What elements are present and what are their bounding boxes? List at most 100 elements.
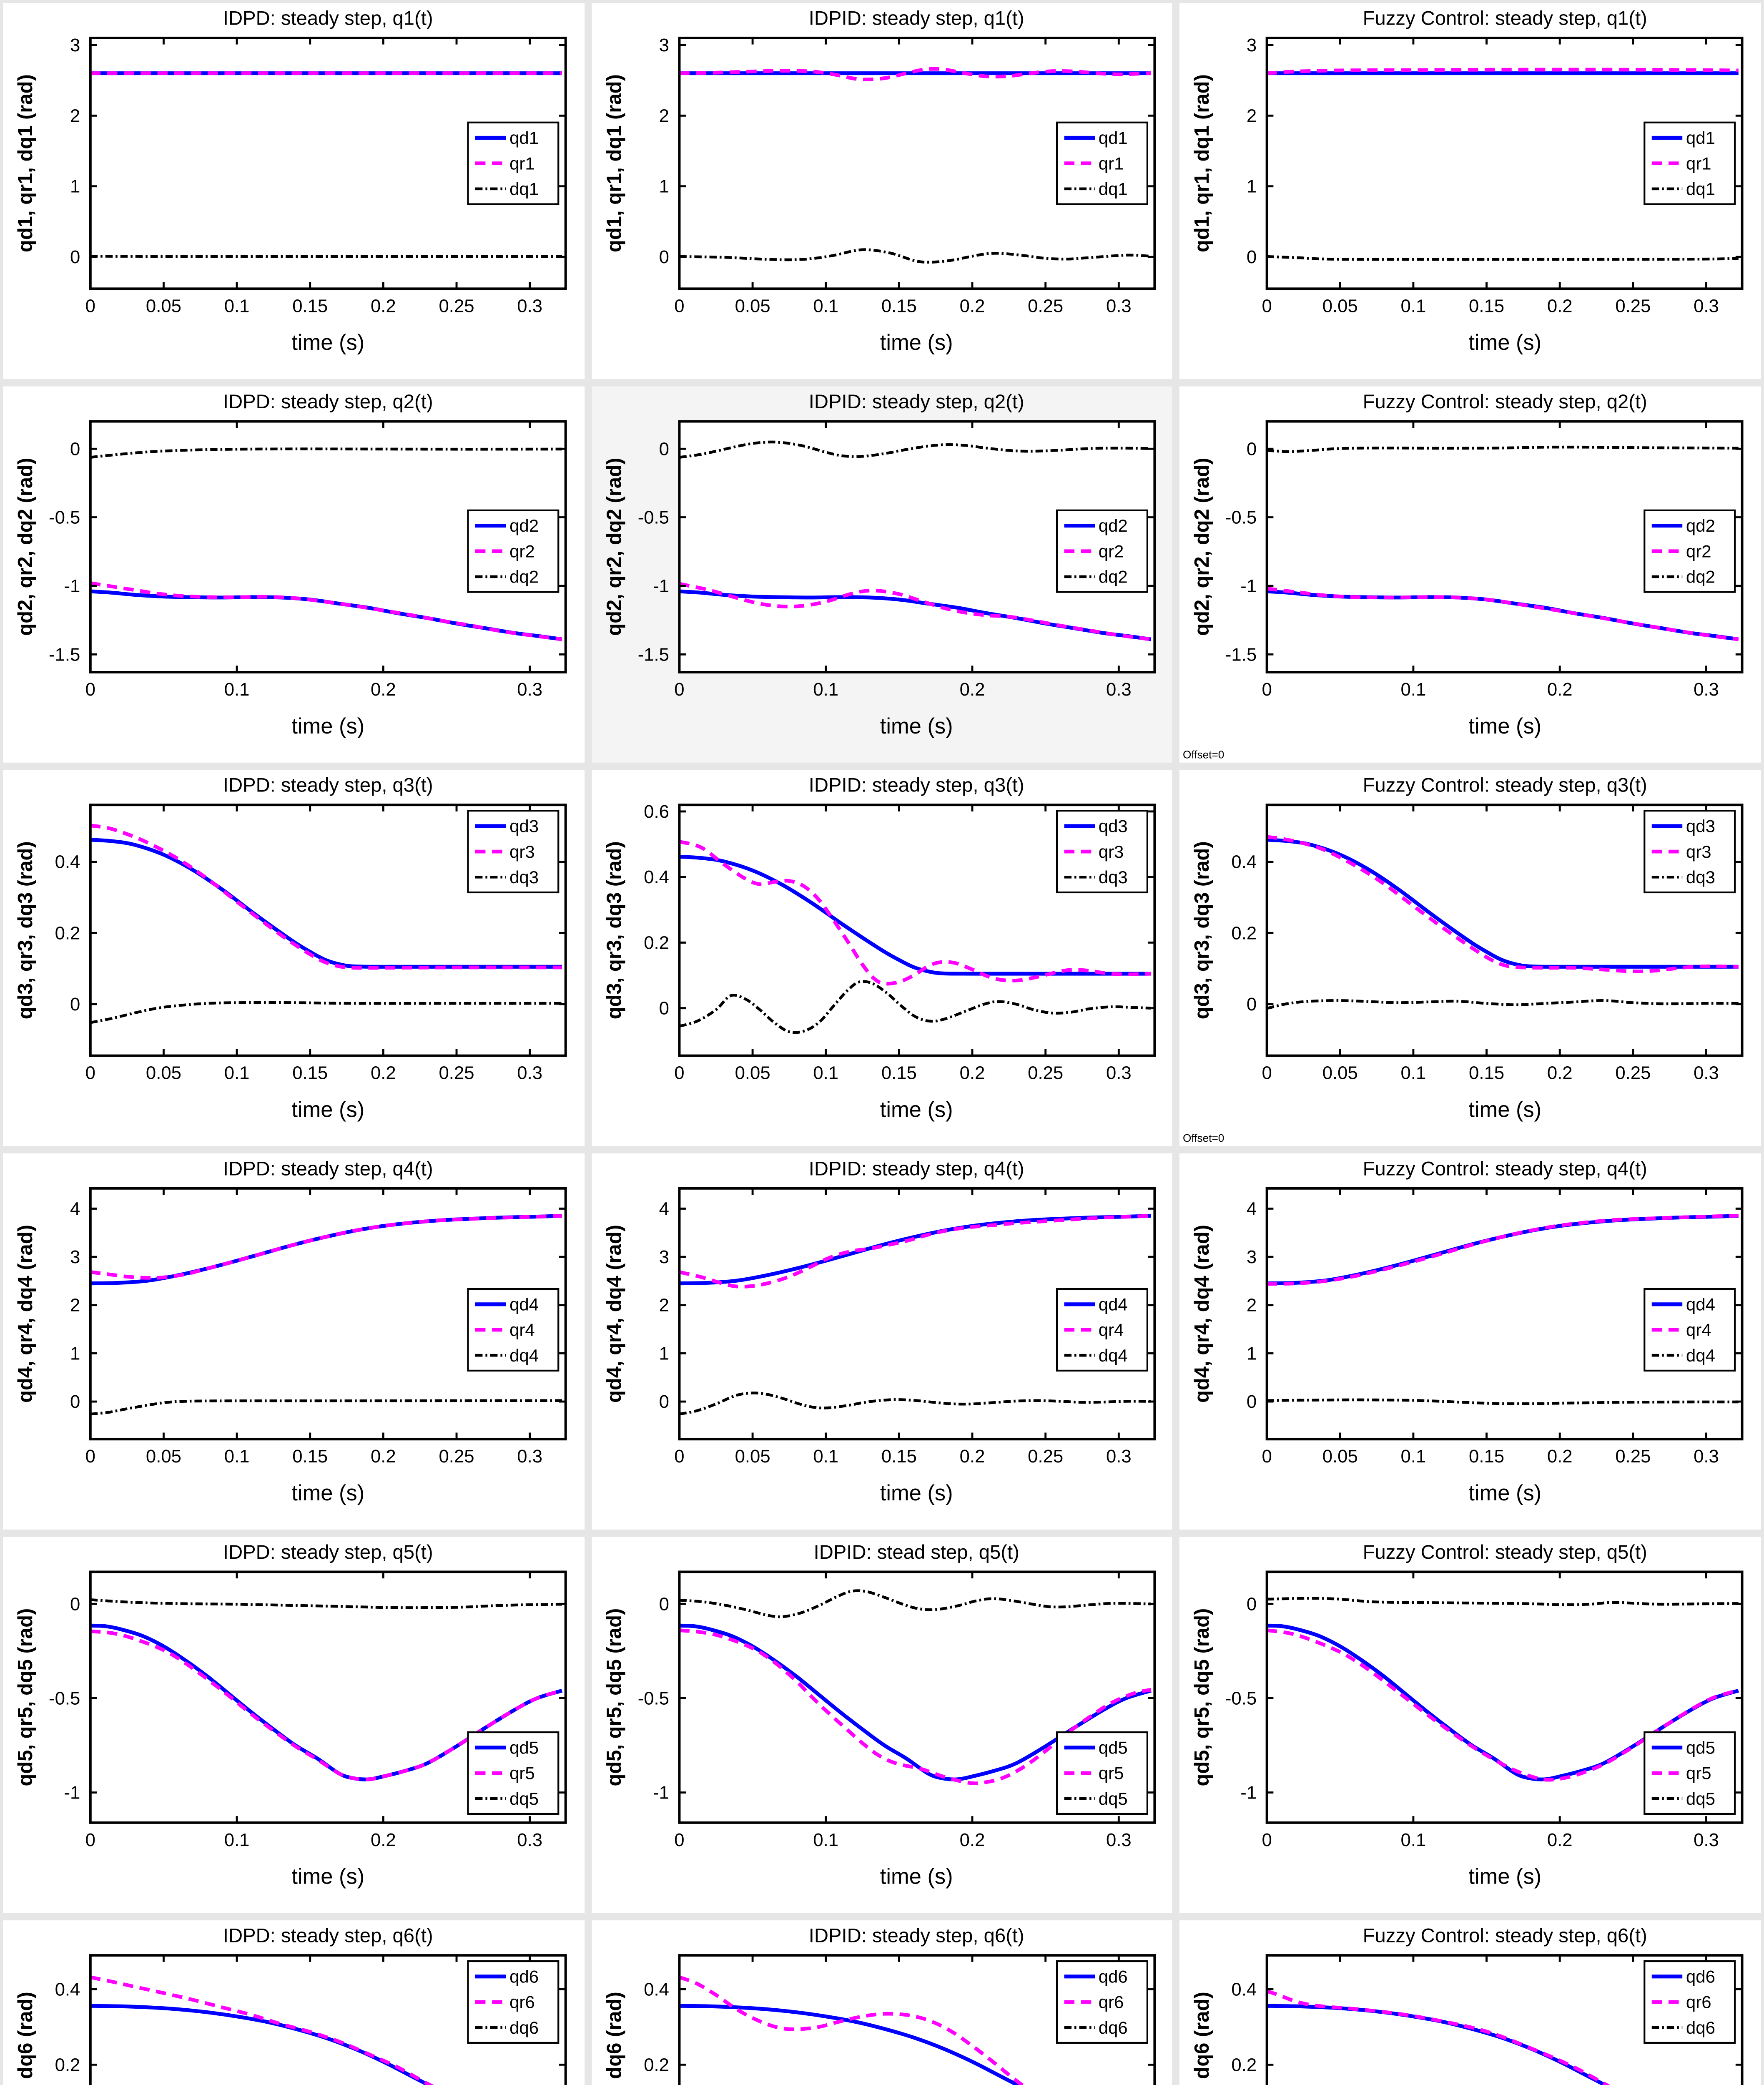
series-group — [90, 71, 562, 258]
x-tick-label: 0.25 — [439, 1446, 474, 1467]
qr2-line — [90, 581, 562, 641]
y-tick-label: 0.2 — [55, 2055, 80, 2075]
qr3-line — [1267, 835, 1739, 973]
series-group — [679, 839, 1151, 1034]
y-tick-label: 0 — [1247, 1594, 1257, 1614]
series-group — [1267, 68, 1739, 261]
plot-canvas: 0 0.05 0.1 0.15 0.2 0.25 0.3 0 0.2 0.4 0.6 qd3 qr3 dq… — [643, 801, 1156, 1083]
y-axis-label: qd4, qr4, dq4 (rad) — [601, 1225, 625, 1403]
qr4-line — [679, 1214, 1151, 1289]
plot-panel-idpid-q5: 0 0.1 0.2 0.3 0 -0.5 -1 qd5 qr5 dq5 IDPID: stead … — [591, 1537, 1173, 1913]
dq2-line — [90, 447, 562, 459]
y-tick-label: 0.4 — [55, 1979, 80, 2000]
x-tick-label: 0.2 — [1548, 1830, 1573, 1850]
y-axis-label: qd5, qr5, dq5 (rad) — [601, 1608, 625, 1786]
x-tick-label: 0.1 — [813, 1446, 838, 1467]
legend-label: qd3 — [1686, 816, 1716, 836]
plot-panel-idpid-q2: 0 0.1 0.2 0.3 0 -0.5 -1 -1.5 qd2 qr2 dq2 IDPID: st… — [591, 386, 1173, 763]
series-group — [679, 1975, 1025, 2085]
x-tick-label: 0.25 — [1616, 1446, 1651, 1467]
x-tick-label: 0 — [674, 679, 684, 700]
y-tick-label: 2 — [658, 106, 668, 126]
y-tick-label: 1 — [658, 176, 668, 197]
legend-label: qr5 — [1686, 1763, 1712, 1783]
plot-panel-fuzzy-q2: 0 0.1 0.2 0.3 0 -0.5 -1 -1.5 qd2 qr2 dq2 Fuzzy Con… — [1179, 386, 1761, 763]
plot-panel-idpd-q5: 0 0.1 0.2 0.3 0 -0.5 -1 qd5 qr5 dq5 IDPD: steady … — [3, 1537, 584, 1913]
legend-label: dq2 — [1098, 567, 1127, 587]
x-axis-label: time (s) — [1468, 1865, 1542, 1890]
x-axis-label: time (s) — [880, 1098, 953, 1123]
axes-box — [1266, 804, 1744, 1057]
x-tick-label: 0 — [85, 296, 95, 316]
legend-label: dq4 — [509, 1346, 539, 1365]
x-tick-label: 0.1 — [224, 1446, 250, 1467]
x-axis-label: time (s) — [880, 1481, 953, 1507]
legend-label: qr5 — [1098, 1763, 1124, 1783]
y-tick-label: -0.5 — [49, 1688, 80, 1708]
qr6-line — [679, 1975, 1025, 2085]
plot-title: IDPID: steady step, q3(t) — [808, 774, 1024, 796]
y-tick-label: -1 — [64, 1783, 80, 1803]
legend: qd4 qr4 dq4 — [467, 1288, 560, 1372]
y-tick-label: -1.5 — [637, 644, 669, 665]
y-tick-label: 2 — [658, 1295, 668, 1316]
x-tick-label: 0.3 — [1106, 1063, 1131, 1083]
qd3-line — [1267, 838, 1739, 969]
legend-label: qr2 — [509, 541, 535, 561]
qd6-line — [679, 2004, 1021, 2085]
y-tick-label: 0.2 — [1232, 2055, 1257, 2075]
legend-label: qr1 — [1686, 153, 1712, 173]
legend: qd2 qr2 dq2 — [467, 509, 560, 593]
legend-label: qd6 — [1098, 1967, 1127, 1986]
y-axis-label: qd1, qr1, dq1 (rad) — [601, 74, 625, 253]
plot-title: IDPID: stead step, q5(t) — [813, 1541, 1019, 1563]
plot-title: IDPD: steady step, q6(t) — [223, 1924, 433, 1947]
plot-canvas: 0 0.05 0.1 0.15 0.2 0.25 0.3 0 0.2 0.4 qd3 qr3 dq3 — [1232, 804, 1744, 1083]
series-group — [679, 440, 1151, 641]
y-axis-label: qd4, qr4, dq4 (rad) — [1190, 1225, 1214, 1403]
x-tick-label: 0.1 — [1401, 1830, 1427, 1850]
qr3-line — [679, 839, 1151, 986]
x-tick-label: 0.3 — [1106, 1830, 1131, 1850]
y-axis-label: qd1, qr1, dq1 (rad) — [1190, 74, 1214, 253]
x-axis-label: time (s) — [1468, 1481, 1542, 1507]
x-tick-label: 0.3 — [1694, 679, 1719, 700]
axes-box — [677, 1954, 1156, 2085]
series-group — [1267, 445, 1739, 641]
x-tick-label: 0.1 — [813, 296, 838, 316]
x-tick-label: 0 — [1262, 1446, 1272, 1467]
y-tick-label: 0.6 — [643, 801, 669, 822]
y-tick-label: 0 — [658, 247, 668, 267]
x-tick-label: 0.05 — [734, 1446, 770, 1467]
x-tick-label: 0.05 — [1323, 1063, 1358, 1083]
x-tick-label: 0.1 — [813, 679, 838, 700]
y-tick-label: 2 — [1247, 106, 1257, 126]
y-axis-label: qd1, qr1, dq1 (rad) — [13, 74, 37, 253]
qr2-line — [679, 582, 1151, 641]
legend: qd4 qr4 dq4 — [1644, 1288, 1736, 1372]
x-tick-label: 0.05 — [1323, 296, 1358, 316]
dq2-line — [1267, 445, 1739, 453]
qr6-line — [90, 1975, 434, 2085]
plot-title: IDPD: steady step, q1(t) — [223, 7, 433, 29]
qd3-line — [679, 854, 1151, 976]
plot-title: IDPID: steady step, q4(t) — [808, 1158, 1024, 1180]
dq4-line — [90, 1399, 562, 1416]
legend-label: qr4 — [1686, 1320, 1712, 1340]
legend-label: dq1 — [509, 179, 539, 199]
y-tick-label: 0.4 — [643, 1979, 669, 2000]
plot-canvas: 0 0.05 0.1 0.15 0.2 0.25 0.3 0 1 2 3 4 qd4 qr4 dq4 — [1247, 1187, 1744, 1467]
plot-canvas: 0 0.1 0.2 0.3 0 -0.5 -1 qd5 qr5 dq5 — [637, 1570, 1156, 1850]
x-tick-label: 0 — [674, 1446, 684, 1467]
series-group — [90, 447, 562, 641]
y-tick-label: -1 — [652, 1783, 669, 1803]
x-tick-label: 0.15 — [1469, 1446, 1505, 1467]
qr4-line — [1267, 1213, 1739, 1286]
x-tick-label: 0 — [1262, 1830, 1272, 1850]
legend: qd2 qr2 dq2 — [1644, 509, 1736, 593]
y-axis-label: qd5, qr5, dq5 (rad) — [1190, 1608, 1214, 1786]
series-group — [679, 1214, 1151, 1416]
x-tick-label: 0.15 — [1469, 296, 1505, 316]
